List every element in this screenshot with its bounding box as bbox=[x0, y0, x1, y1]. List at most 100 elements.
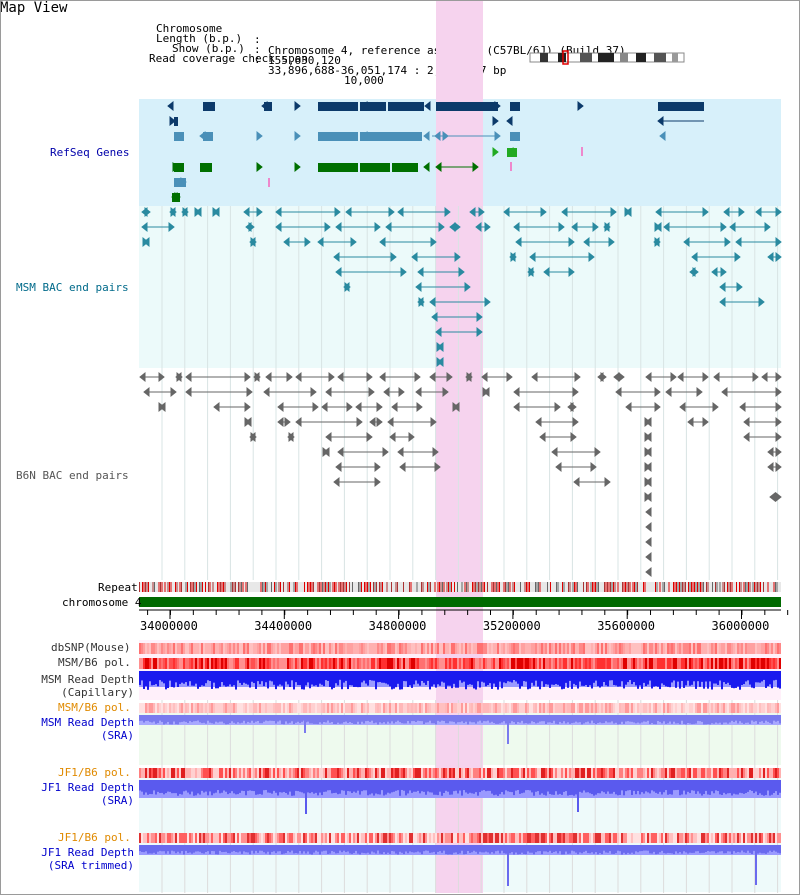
msm-pol-heat-cell bbox=[539, 658, 541, 669]
repeat-element bbox=[379, 582, 380, 592]
jf1-sra-depth-bar bbox=[671, 780, 673, 795]
b6n-bac-pair bbox=[775, 401, 782, 413]
jf1-pol-heat-cell bbox=[641, 768, 643, 778]
refseq-genes-label[interactable]: RefSeq Genes bbox=[50, 146, 130, 159]
msm-pol2-heat-cell bbox=[699, 703, 701, 713]
msm-pol2-heat-cell bbox=[537, 703, 539, 713]
msm-bac-pair bbox=[417, 266, 424, 278]
msm-pol-heat-cell bbox=[141, 658, 143, 669]
repeat-element bbox=[358, 582, 359, 592]
jf1-sra-depth-bar bbox=[645, 780, 647, 792]
jf1-trimmed-depth-bar bbox=[509, 845, 511, 854]
b6n-bac-label[interactable]: B6N BAC end pairs bbox=[16, 469, 129, 482]
msm-bac-pair bbox=[738, 206, 745, 218]
msm-sra-depth-bar bbox=[525, 715, 527, 724]
msm-sra-depth-bar bbox=[527, 715, 529, 724]
jf1-trimmed-depth-bar bbox=[375, 845, 377, 854]
jf1-sra-depth-bar bbox=[383, 780, 385, 796]
msm-pol-heat-cell bbox=[663, 658, 665, 669]
msm-pol2-heat-cell bbox=[775, 703, 777, 713]
msm-pol2-heat-cell bbox=[319, 703, 321, 713]
dbsnp-heat-cell bbox=[431, 643, 433, 654]
repeat-element bbox=[440, 582, 442, 592]
msm-bac-label[interactable]: MSM BAC end pairs bbox=[16, 281, 129, 294]
jf1-trimmed-depth-bar bbox=[463, 845, 465, 855]
jf1-pol-heat-cell bbox=[731, 768, 733, 778]
jf1-pol2-heat-cell bbox=[371, 833, 373, 843]
msm-sra-depth-bar bbox=[623, 715, 625, 724]
repeat-element bbox=[496, 582, 497, 592]
jf1-pol-heat-cell bbox=[689, 768, 691, 778]
jf1-sra-depth-bar bbox=[725, 780, 727, 795]
msm-sra-depth-bar bbox=[433, 715, 435, 724]
jf1-sra-depth-bar bbox=[519, 780, 521, 794]
msm-sra-depth-bar bbox=[641, 715, 643, 723]
msm-capillary-depth-bar bbox=[641, 671, 643, 689]
msm-capillary-depth-bar bbox=[337, 671, 339, 686]
repeat-element bbox=[430, 582, 431, 592]
jf1-pol-heat-cell bbox=[415, 768, 417, 778]
jf1-sra-depth-bar bbox=[631, 780, 633, 795]
jf1-trimmed-depth-bar bbox=[659, 845, 661, 853]
msm-bac-pair bbox=[418, 296, 425, 308]
msm-bac-pair bbox=[144, 206, 151, 218]
jf1-pol2-heat-cell bbox=[685, 833, 687, 843]
msm-sra-depth-bar bbox=[757, 715, 759, 725]
msm-sra-depth-bar bbox=[281, 715, 283, 724]
msm-pol-heat-cell bbox=[581, 658, 583, 669]
jf1-pol2-heat-cell bbox=[355, 833, 357, 843]
msm-pol-heat-cell bbox=[243, 658, 245, 669]
msm-pol2-heat-cell bbox=[261, 703, 263, 713]
msm-pol-heat-cell bbox=[679, 658, 681, 669]
msm-sra-depth-bar bbox=[215, 715, 217, 722]
msm-pol-heat-cell bbox=[401, 658, 403, 669]
msm-bac-pair bbox=[476, 326, 483, 338]
dbsnp-heat-cell bbox=[607, 643, 609, 654]
jf1-pol-heat-cell bbox=[759, 768, 761, 778]
jf1-pol2-heat-cell bbox=[435, 833, 437, 843]
msm-sra-depth-bar bbox=[355, 715, 357, 724]
msm-capillary-depth-bar bbox=[155, 671, 157, 685]
jf1-pol2-heat-cell bbox=[191, 833, 193, 843]
msm-capillary-depth-bar bbox=[583, 671, 585, 686]
msm-pol-heat-cell bbox=[209, 658, 211, 669]
jf1-pol-heat-cell bbox=[527, 768, 529, 778]
jf1-sra-depth-bar bbox=[245, 780, 247, 796]
msm-pol2-heat-cell bbox=[193, 703, 195, 713]
dbsnp-heat-cell bbox=[721, 643, 723, 654]
jf1-trimmed-depth-bar bbox=[727, 845, 729, 852]
msm-sra-depth-bar bbox=[545, 715, 547, 724]
dbsnp-heat-cell bbox=[737, 643, 739, 654]
jf1-trimmed-depth-bar bbox=[207, 845, 209, 852]
b6n-bac-pair bbox=[713, 371, 720, 383]
jf1-trimmed-depth-bar bbox=[735, 845, 737, 853]
jf1-trimmed-depth-bar bbox=[273, 845, 275, 852]
jf1-pol-heat-cell bbox=[535, 768, 537, 778]
jf1-trimmed-depth-bar bbox=[227, 845, 229, 854]
jf1-pol2-heat-cell bbox=[735, 833, 737, 843]
msm-pol2-heat-cell bbox=[483, 703, 485, 713]
msm-capillary-depth-bar bbox=[451, 671, 453, 689]
msm-pol2-heat-cell bbox=[779, 703, 781, 713]
msm-pol-heat-cell bbox=[545, 658, 547, 669]
jf1-sra-depth-bar bbox=[317, 780, 319, 796]
b6n-bac-pair bbox=[434, 461, 441, 473]
b6n-bac-pair bbox=[574, 371, 581, 383]
jf1-pol-heat-cell bbox=[617, 768, 619, 778]
repeat-element bbox=[577, 582, 578, 592]
jf1-pol2-heat-cell bbox=[649, 833, 651, 843]
ideogram-position-marker bbox=[562, 50, 569, 65]
jf1-pol-heat-cell bbox=[605, 768, 607, 778]
jf1-trimmed-depth-bar bbox=[321, 845, 323, 852]
msm-pol-heat-cell bbox=[171, 658, 173, 669]
jf1-sra-depth-bar bbox=[403, 780, 405, 791]
b6n-bac-pair bbox=[482, 386, 489, 398]
msm-pol2-heat-cell bbox=[651, 703, 653, 713]
msm-bac-pair bbox=[484, 296, 491, 308]
jf1-trimmed-depth-bar bbox=[447, 845, 449, 855]
dbsnp-heat-cell bbox=[171, 643, 173, 654]
msm-bac-pair bbox=[702, 206, 709, 218]
jf1-sra-depth-bar bbox=[705, 780, 707, 791]
jf1-sra-depth-bar bbox=[299, 780, 301, 792]
